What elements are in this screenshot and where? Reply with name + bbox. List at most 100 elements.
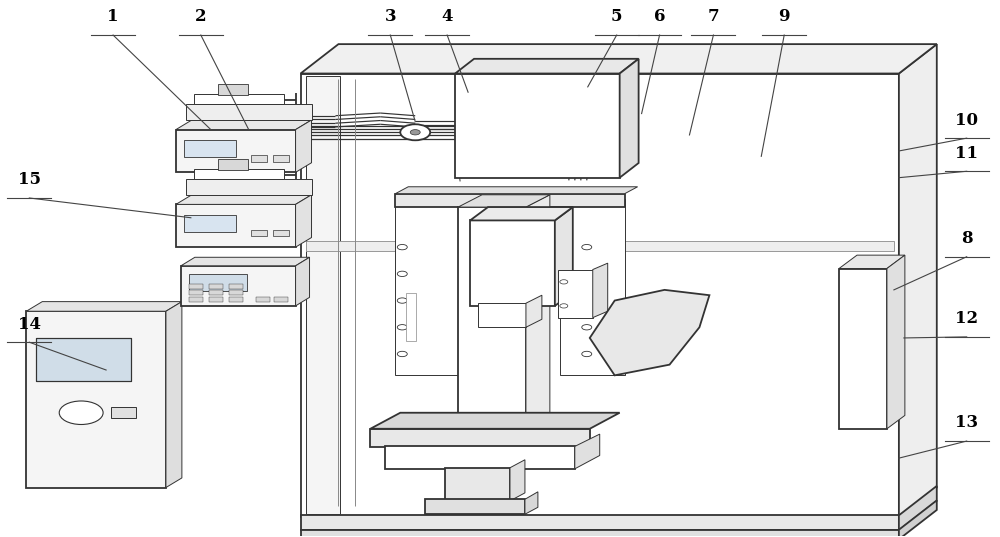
Text: 5: 5 bbox=[611, 9, 622, 25]
Circle shape bbox=[410, 129, 420, 135]
Polygon shape bbox=[899, 500, 937, 537]
Polygon shape bbox=[526, 295, 542, 327]
Bar bbox=[301, 74, 899, 517]
Circle shape bbox=[59, 401, 103, 424]
Bar bbox=[395, 199, 460, 375]
Circle shape bbox=[397, 244, 407, 250]
Bar bbox=[395, 194, 625, 207]
Polygon shape bbox=[470, 207, 573, 220]
Bar bbox=[189, 284, 203, 289]
Polygon shape bbox=[296, 120, 312, 172]
Bar bbox=[839, 268, 887, 429]
Polygon shape bbox=[166, 302, 182, 488]
Bar bbox=[209, 284, 223, 289]
Bar bbox=[251, 155, 267, 162]
Bar bbox=[209, 291, 223, 295]
Bar bbox=[560, 199, 625, 375]
Bar bbox=[425, 499, 525, 514]
Text: 10: 10 bbox=[955, 112, 978, 128]
Bar bbox=[186, 104, 312, 120]
Circle shape bbox=[400, 124, 430, 140]
Bar bbox=[229, 291, 243, 295]
Circle shape bbox=[560, 280, 568, 284]
Bar bbox=[470, 220, 555, 306]
Text: 15: 15 bbox=[18, 171, 41, 188]
Text: 14: 14 bbox=[18, 316, 41, 332]
Bar bbox=[36, 338, 131, 381]
Bar bbox=[218, 84, 248, 95]
Circle shape bbox=[397, 271, 407, 277]
Polygon shape bbox=[620, 59, 639, 178]
Polygon shape bbox=[296, 257, 310, 306]
Circle shape bbox=[397, 351, 407, 357]
Bar bbox=[181, 266, 296, 306]
Bar bbox=[455, 74, 620, 178]
Text: 8: 8 bbox=[961, 230, 973, 247]
Polygon shape bbox=[176, 120, 312, 129]
Polygon shape bbox=[395, 187, 638, 194]
Circle shape bbox=[582, 324, 592, 330]
Circle shape bbox=[582, 271, 592, 277]
Circle shape bbox=[397, 324, 407, 330]
Bar bbox=[301, 529, 899, 537]
Bar bbox=[558, 270, 593, 318]
Polygon shape bbox=[26, 302, 182, 311]
Bar bbox=[26, 311, 166, 488]
Bar bbox=[189, 274, 247, 291]
Text: 11: 11 bbox=[955, 144, 978, 162]
Polygon shape bbox=[899, 44, 937, 517]
Bar bbox=[478, 303, 526, 327]
Bar bbox=[320, 84, 899, 506]
Text: 9: 9 bbox=[778, 9, 790, 25]
Bar bbox=[176, 129, 296, 172]
Bar bbox=[176, 205, 296, 247]
Bar bbox=[306, 76, 340, 514]
Text: 7: 7 bbox=[708, 9, 719, 25]
Polygon shape bbox=[455, 59, 639, 74]
Bar bbox=[189, 297, 203, 302]
Bar bbox=[306, 241, 894, 251]
Bar bbox=[209, 297, 223, 302]
Text: 6: 6 bbox=[654, 9, 665, 25]
Text: 13: 13 bbox=[955, 415, 978, 431]
Bar bbox=[111, 408, 136, 418]
Circle shape bbox=[560, 304, 568, 308]
Circle shape bbox=[582, 244, 592, 250]
Bar bbox=[184, 215, 236, 232]
Text: 4: 4 bbox=[441, 9, 453, 25]
Bar bbox=[256, 297, 270, 302]
Bar bbox=[229, 284, 243, 289]
Bar bbox=[301, 516, 899, 530]
Polygon shape bbox=[526, 195, 550, 442]
Polygon shape bbox=[176, 195, 312, 205]
Polygon shape bbox=[510, 460, 525, 501]
Bar bbox=[194, 169, 284, 179]
Bar bbox=[218, 159, 248, 170]
Polygon shape bbox=[899, 486, 937, 530]
Bar bbox=[251, 230, 267, 236]
Text: 3: 3 bbox=[384, 9, 396, 25]
Polygon shape bbox=[887, 255, 905, 429]
Bar bbox=[189, 291, 203, 295]
Polygon shape bbox=[458, 195, 550, 207]
Bar bbox=[274, 297, 288, 302]
Bar bbox=[186, 179, 312, 195]
Bar bbox=[370, 429, 590, 447]
Polygon shape bbox=[555, 207, 573, 306]
Polygon shape bbox=[839, 255, 905, 268]
Circle shape bbox=[582, 298, 592, 303]
Circle shape bbox=[582, 351, 592, 357]
Bar bbox=[445, 468, 510, 501]
Text: 12: 12 bbox=[955, 310, 978, 327]
Bar bbox=[385, 446, 575, 469]
Polygon shape bbox=[593, 263, 608, 318]
Bar bbox=[273, 230, 289, 236]
Polygon shape bbox=[296, 195, 312, 247]
Text: 1: 1 bbox=[107, 9, 119, 25]
Polygon shape bbox=[525, 492, 538, 514]
Bar bbox=[184, 140, 236, 157]
Bar bbox=[273, 155, 289, 162]
Polygon shape bbox=[181, 257, 310, 266]
Bar bbox=[406, 293, 416, 340]
Bar bbox=[229, 297, 243, 302]
